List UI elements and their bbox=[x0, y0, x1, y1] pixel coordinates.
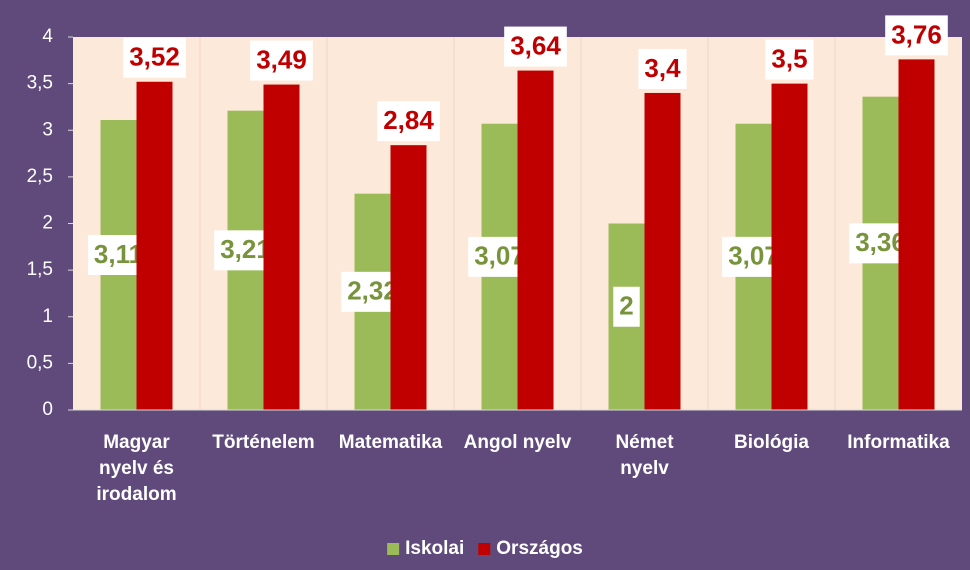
x-tick-label: Angol nyelv bbox=[464, 432, 572, 453]
bar bbox=[771, 83, 808, 410]
data-label-box bbox=[123, 37, 186, 78]
y-tick-label: 4 bbox=[42, 26, 53, 47]
bar bbox=[263, 84, 300, 411]
data-label: 3,49 bbox=[256, 44, 307, 74]
y-tick-label: 3,5 bbox=[27, 73, 53, 94]
legend-label: Országos bbox=[496, 538, 583, 559]
x-tick-label: Magyar nyelv és irodalom bbox=[96, 432, 176, 505]
data-label: 3,11 bbox=[94, 239, 143, 269]
data-label: 3,07 bbox=[474, 241, 525, 271]
legend-swatch bbox=[387, 543, 400, 555]
bar bbox=[898, 59, 935, 410]
y-tick-label: 0 bbox=[42, 399, 53, 420]
x-tick-label: Informatika bbox=[847, 432, 950, 453]
x-tick-label: Biológia bbox=[734, 432, 809, 453]
bar bbox=[390, 145, 427, 411]
data-label: 3,52 bbox=[129, 42, 180, 72]
y-tick-label: 1,5 bbox=[27, 259, 53, 280]
data-label-box bbox=[613, 286, 640, 327]
data-label: 3,5 bbox=[771, 44, 807, 74]
data-label: 3,07 bbox=[728, 241, 779, 271]
legend-swatch bbox=[478, 543, 491, 555]
data-label: 3,21 bbox=[220, 234, 271, 264]
data-label: 3,36 bbox=[855, 227, 906, 257]
data-label: 2,32 bbox=[347, 276, 398, 306]
bar bbox=[136, 81, 173, 410]
data-label: 3,76 bbox=[891, 19, 942, 49]
data-label-box bbox=[377, 101, 440, 142]
bar bbox=[517, 70, 554, 410]
x-tick-label: Történelem bbox=[212, 432, 314, 453]
x-tick-label: Matematika bbox=[339, 432, 443, 453]
y-tick-label: 0,5 bbox=[27, 352, 53, 373]
y-tick-label: 2 bbox=[42, 213, 53, 234]
data-label-box bbox=[504, 26, 567, 67]
data-label-box bbox=[638, 48, 687, 89]
data-label-box bbox=[765, 39, 814, 80]
data-label: 2 bbox=[619, 291, 633, 321]
data-label-box bbox=[250, 40, 313, 81]
y-tick-label: 3 bbox=[42, 119, 53, 140]
data-label: 3,4 bbox=[644, 53, 681, 83]
data-label-box bbox=[885, 15, 948, 56]
data-label: 2,84 bbox=[383, 105, 434, 135]
y-tick-label: 1 bbox=[42, 306, 53, 327]
y-tick-label: 2,5 bbox=[27, 166, 53, 187]
x-tick-label: Német nyelv bbox=[615, 432, 674, 479]
legend-item: Országos bbox=[478, 538, 583, 559]
bar bbox=[644, 92, 681, 410]
legend-item: Iskolai bbox=[387, 538, 464, 559]
data-label: 3,64 bbox=[510, 30, 561, 60]
legend-label: Iskolai bbox=[405, 538, 464, 559]
